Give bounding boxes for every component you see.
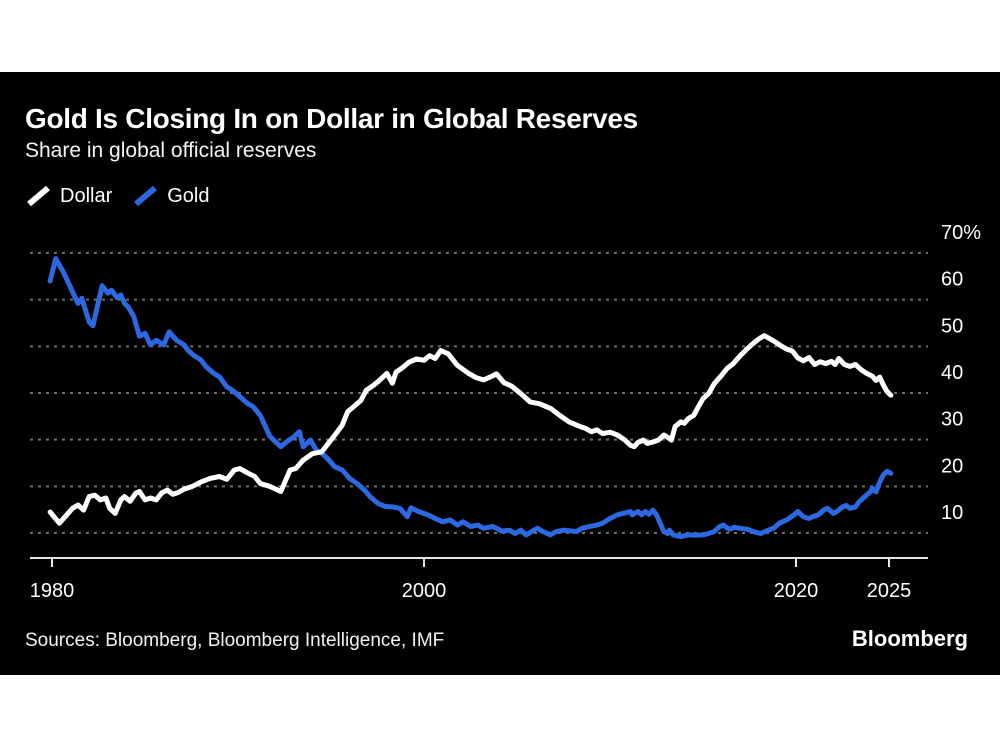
- chart-card: 70% 60 50 40 30 20 10 1980 2000 2020 2025 Gold Is …: [0, 72, 1000, 675]
- legend-label-dollar: Dollar: [60, 184, 113, 207]
- chart-subtitle: Share in global official reserves: [25, 139, 317, 162]
- legend-item-gold: Gold: [132, 184, 210, 208]
- y-axis-label: 30: [941, 409, 963, 431]
- y-axis-label: 10: [941, 502, 963, 524]
- gold-line-series: [47, 256, 894, 540]
- gold-line-swatch-icon: [134, 185, 158, 207]
- legend-label-gold: Gold: [167, 184, 210, 207]
- source-note: Sources: Bloomberg, Bloomberg Intelligen…: [25, 630, 445, 651]
- x-axis-label: 2000: [402, 580, 447, 602]
- dollar-line-series: [47, 333, 894, 526]
- y-axis-label: 50: [941, 315, 963, 337]
- x-axis-label: 2025: [867, 580, 912, 602]
- y-axis-label: 70%: [941, 222, 981, 244]
- bloomberg-logo: Bloomberg: [851, 626, 968, 651]
- x-axis-label: 1980: [30, 580, 75, 602]
- legend-item-dollar: Dollar: [25, 184, 112, 208]
- page-title: Gold Is Closing In on Dollar in Global R…: [25, 103, 638, 134]
- y-axis-label: 20: [941, 455, 963, 477]
- y-axis-label: 60: [941, 269, 963, 291]
- dollar-line-swatch-icon: [27, 185, 50, 207]
- y-axis-label: 40: [941, 362, 963, 384]
- x-axis-label: 2020: [774, 580, 819, 602]
- legend: Dollar Gold: [25, 184, 210, 208]
